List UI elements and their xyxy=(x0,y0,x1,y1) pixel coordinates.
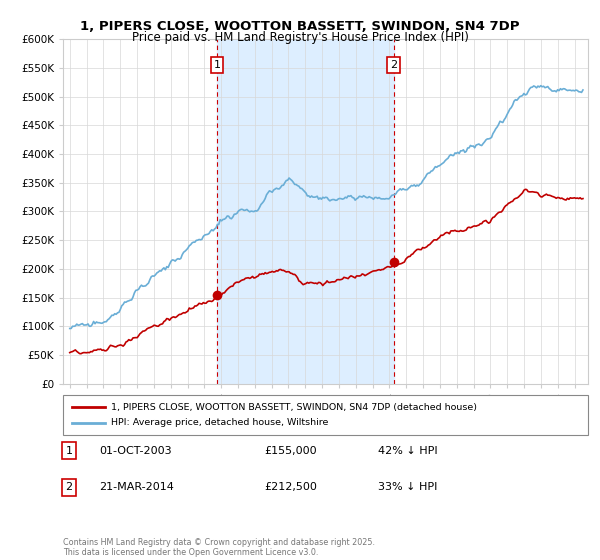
Text: 01-OCT-2003: 01-OCT-2003 xyxy=(99,446,172,456)
Text: 1: 1 xyxy=(65,446,73,456)
Text: 1: 1 xyxy=(214,60,220,70)
Text: HPI: Average price, detached house, Wiltshire: HPI: Average price, detached house, Wilt… xyxy=(111,418,328,427)
Text: 2: 2 xyxy=(390,60,397,70)
Text: 21-MAR-2014: 21-MAR-2014 xyxy=(99,482,174,492)
Text: £212,500: £212,500 xyxy=(264,482,317,492)
Bar xyxy=(217,39,394,384)
Text: 1, PIPERS CLOSE, WOOTTON BASSETT, SWINDON, SN4 7DP: 1, PIPERS CLOSE, WOOTTON BASSETT, SWINDO… xyxy=(80,20,520,32)
Text: 2: 2 xyxy=(65,482,73,492)
Text: 42% ↓ HPI: 42% ↓ HPI xyxy=(378,446,437,456)
Text: Price paid vs. HM Land Registry's House Price Index (HPI): Price paid vs. HM Land Registry's House … xyxy=(131,31,469,44)
Text: 33% ↓ HPI: 33% ↓ HPI xyxy=(378,482,437,492)
Text: Contains HM Land Registry data © Crown copyright and database right 2025.
This d: Contains HM Land Registry data © Crown c… xyxy=(63,538,375,557)
Text: 1, PIPERS CLOSE, WOOTTON BASSETT, SWINDON, SN4 7DP (detached house): 1, PIPERS CLOSE, WOOTTON BASSETT, SWINDO… xyxy=(111,403,477,412)
Text: £155,000: £155,000 xyxy=(264,446,317,456)
